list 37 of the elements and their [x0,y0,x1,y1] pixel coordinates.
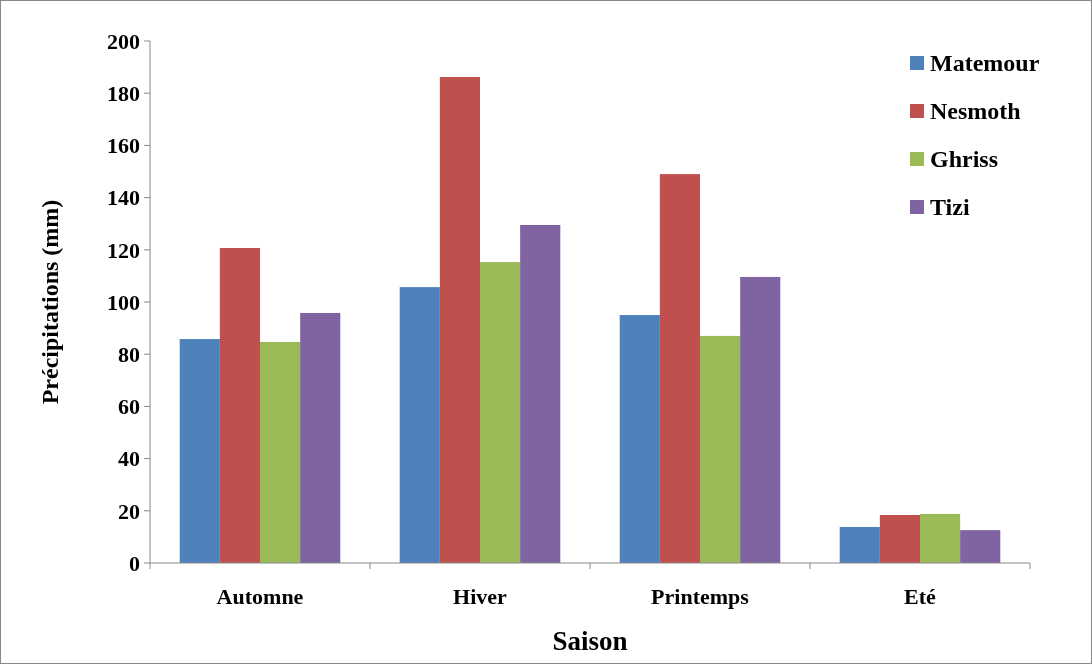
y-tick-label: 40 [118,446,140,472]
bar [879,514,920,563]
y-tick-label: 160 [107,133,140,159]
bar [439,77,480,563]
y-tick-label: 180 [107,80,140,106]
x-axis-title: Saison [552,626,628,656]
y-tick-label: 200 [107,28,140,54]
y-tick-label: 80 [118,341,140,367]
bar [839,526,880,563]
y-tick-label: 0 [129,550,140,576]
bar [300,312,341,563]
x-tick-label: Eté [904,584,937,609]
bar [740,276,781,563]
bar [260,341,301,563]
x-tick-label: Automne [216,584,304,609]
legend-label: Matemour [930,50,1040,77]
y-tick-label: 120 [107,237,140,263]
bar [179,339,220,563]
bar [700,335,741,563]
legend-label: Ghriss [930,146,999,173]
bar [480,262,521,563]
legend-label: Nesmoth [930,98,1021,125]
bar [399,287,440,563]
bar [619,315,660,563]
y-tick-label: 20 [118,498,140,524]
y-tick-label: 60 [118,394,140,420]
y-tick-label: 140 [107,185,140,211]
y-tick-label: 100 [107,289,140,315]
bar [920,513,961,563]
bar [520,225,561,563]
bar [659,174,700,563]
x-tick-label: Hiver [453,584,508,609]
bar [960,530,1001,563]
legend-label: Tizi [930,194,970,221]
bar [219,247,260,563]
x-tick-label: Printemps [651,584,750,609]
y-axis-title: Précipitations (mm) [37,199,63,405]
